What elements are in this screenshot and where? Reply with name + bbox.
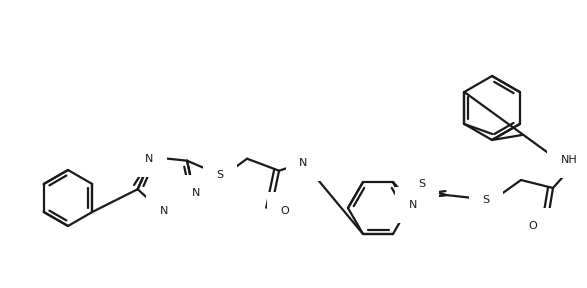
Text: S: S	[217, 170, 224, 180]
Text: O: O	[529, 221, 537, 231]
Text: O: O	[281, 206, 289, 216]
Text: NH: NH	[561, 155, 578, 165]
Text: S: S	[483, 195, 490, 205]
Text: N: N	[409, 200, 417, 210]
Text: N: N	[192, 188, 201, 198]
Text: N: N	[145, 154, 153, 164]
Text: H: H	[308, 156, 315, 166]
Text: N: N	[160, 206, 168, 216]
Text: N: N	[299, 158, 307, 168]
Text: S: S	[419, 179, 426, 189]
